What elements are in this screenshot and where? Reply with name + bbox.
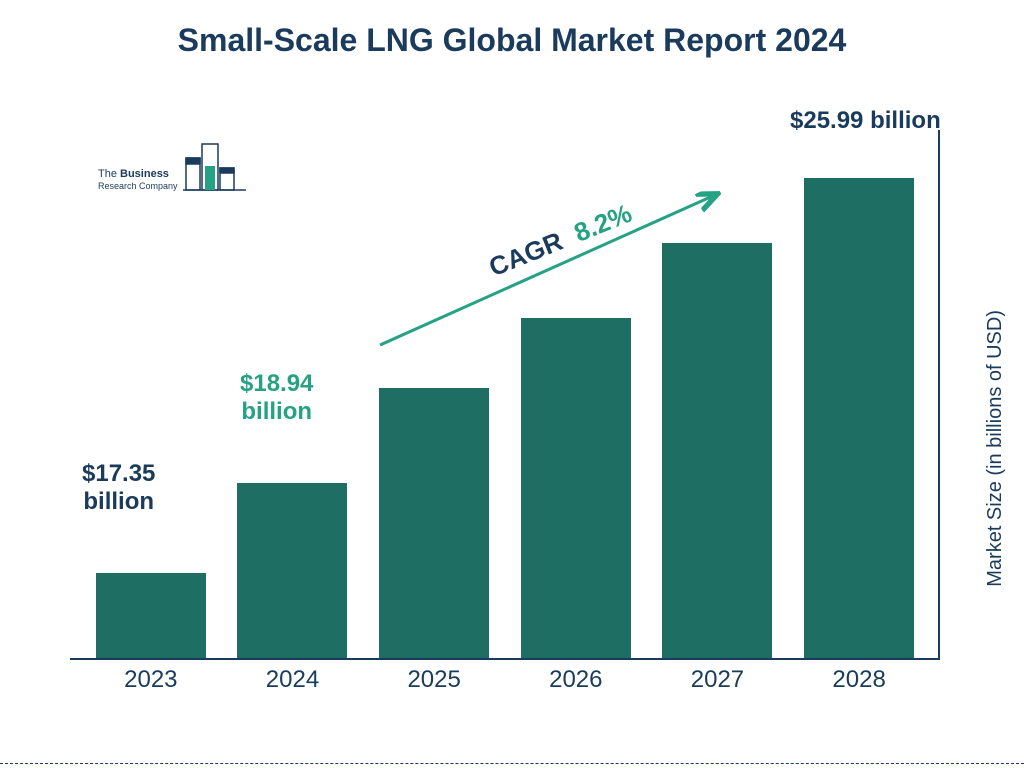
- bottom-dashed-border: [0, 763, 1024, 764]
- cagr-arrow-group: CAGR 8.2%: [370, 175, 730, 355]
- bar-2028: [804, 178, 914, 658]
- x-label: 2026: [511, 666, 641, 694]
- y-axis-title: Market Size (in billions of USD): [984, 310, 1007, 587]
- chart-title: Small-Scale LNG Global Market Report 202…: [0, 22, 1024, 59]
- x-label: 2023: [86, 666, 216, 694]
- x-axis-line: [70, 658, 940, 660]
- bar-wrap: [511, 318, 641, 658]
- x-label: 2024: [227, 666, 357, 694]
- bar-wrap: [369, 388, 499, 658]
- value-label-2023: $17.35billion: [82, 460, 155, 515]
- bar-2024: [237, 483, 347, 658]
- value-label-2028: $25.99 billion: [790, 107, 941, 135]
- bar-2025: [379, 388, 489, 658]
- x-label: 2028: [794, 666, 924, 694]
- x-label: 2027: [652, 666, 782, 694]
- bar-wrap: [794, 178, 924, 658]
- x-labels-container: 2023 2024 2025 2026 2027 2028: [70, 666, 940, 694]
- value-label-2024: $18.94billion: [240, 370, 313, 425]
- bar-2023: [96, 573, 206, 658]
- bar-2026: [521, 318, 631, 658]
- bar-wrap: [86, 573, 216, 658]
- cagr-arrow: [370, 175, 730, 355]
- bar-wrap: [227, 483, 357, 658]
- x-label: 2025: [369, 666, 499, 694]
